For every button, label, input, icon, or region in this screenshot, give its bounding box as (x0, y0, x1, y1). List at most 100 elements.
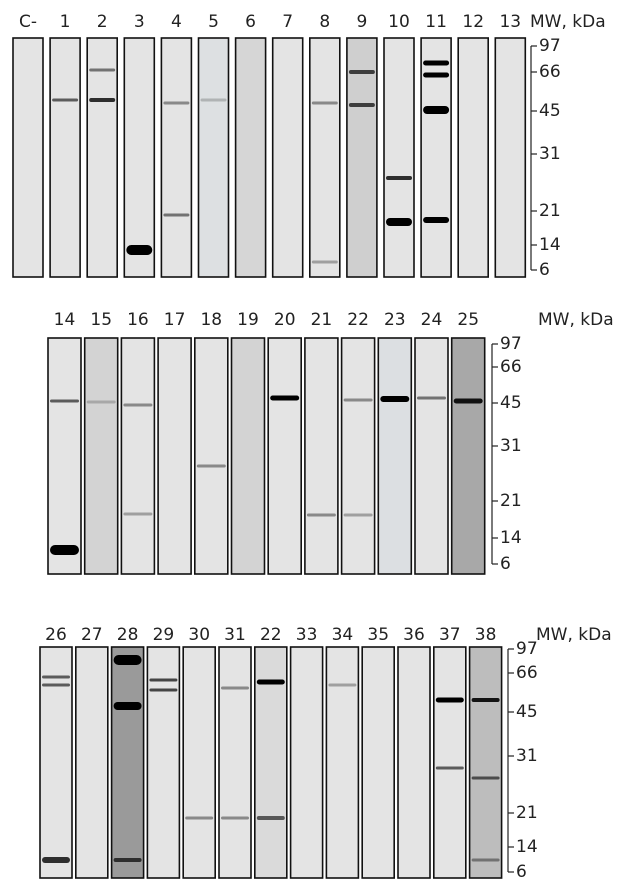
band (52, 98, 79, 102)
marker-label: 14 (500, 528, 522, 548)
blot-lane (182, 646, 216, 879)
lane-label: 31 (224, 625, 246, 645)
band (348, 103, 375, 107)
marker-label: 66 (500, 357, 522, 377)
lane-label: 14 (54, 310, 76, 330)
lane-label: 20 (274, 310, 296, 330)
band (453, 398, 483, 404)
band (343, 398, 373, 402)
blot-lane (194, 337, 229, 575)
band (471, 776, 500, 780)
marker-label: 21 (516, 803, 538, 823)
lane-label: 33 (296, 625, 318, 645)
lane-label: 29 (153, 625, 175, 645)
blot-lane (47, 337, 82, 575)
band (435, 697, 464, 703)
lane-label: 19 (237, 310, 259, 330)
marker-label: 97 (539, 36, 561, 56)
lane-label: 22 (347, 310, 369, 330)
blot-lane (304, 337, 339, 575)
lane-label: 28 (117, 625, 139, 645)
marker-label: 66 (539, 62, 561, 82)
mw-title: MW, kDa (538, 310, 614, 330)
marker-label: 6 (539, 260, 550, 280)
band (89, 68, 116, 72)
lane-label: 23 (384, 310, 406, 330)
lane-label: 21 (311, 310, 333, 330)
band (149, 678, 178, 682)
lane-label: 8 (319, 12, 330, 32)
blot-lane (230, 337, 266, 575)
lane-label: 26 (45, 625, 67, 645)
band (423, 72, 450, 78)
lane-label: 6 (245, 12, 256, 32)
band (423, 60, 450, 66)
lane-label: 36 (403, 625, 425, 645)
lane-label: 25 (457, 310, 479, 330)
band (123, 403, 153, 407)
band (380, 396, 410, 402)
mw-title: MW, kDa (536, 625, 612, 645)
blot-lane (83, 337, 119, 575)
band (163, 213, 190, 217)
lane-label: 27 (81, 625, 103, 645)
blot-lane (75, 646, 109, 879)
lane-label: 24 (421, 310, 443, 330)
blot-lane (432, 646, 467, 879)
marker-label: 14 (516, 837, 538, 857)
band (42, 857, 70, 863)
band (149, 688, 178, 692)
marker-label: 97 (516, 639, 538, 659)
marker-label: 45 (500, 393, 522, 413)
marker-label: 31 (516, 746, 538, 766)
lane-label: 22 (260, 625, 282, 645)
band (86, 400, 116, 404)
band (50, 399, 79, 403)
band (311, 101, 338, 105)
blot-lane (157, 337, 192, 575)
band (417, 396, 446, 400)
marker-label: 31 (500, 436, 522, 456)
blot-lane (420, 37, 452, 278)
blot-lane (39, 646, 73, 879)
band (343, 513, 373, 517)
blot-lane (271, 37, 304, 278)
blot-lane (289, 646, 324, 879)
band (386, 176, 412, 180)
blot-lane (450, 337, 486, 575)
blot-lane (494, 37, 527, 278)
band (42, 675, 70, 679)
blot-lane (414, 337, 449, 575)
band (256, 816, 285, 820)
blot-lane (146, 646, 181, 879)
lane-label: 18 (200, 310, 222, 330)
blot-lane (197, 37, 230, 278)
marker-label: 31 (539, 144, 561, 164)
blot-lane (254, 646, 288, 879)
blot-lane (468, 646, 503, 879)
lane-label: 30 (188, 625, 210, 645)
marker-label: 66 (516, 663, 538, 683)
band (221, 686, 249, 690)
lane-label: 37 (439, 625, 461, 645)
band (423, 106, 450, 114)
band (196, 464, 226, 468)
band (200, 98, 227, 102)
lane-label: 38 (475, 625, 497, 645)
blot-lane (234, 37, 267, 278)
lane-label: 17 (164, 310, 186, 330)
lane-label: 34 (332, 625, 354, 645)
lane-label: 1 (60, 12, 71, 32)
band (311, 260, 338, 264)
blot-lane (49, 37, 81, 278)
marker-label: 21 (539, 201, 561, 221)
blot-lane (361, 646, 396, 879)
marker-label: 45 (516, 702, 538, 722)
band (113, 655, 142, 665)
blot-lane (346, 37, 378, 278)
lane-label: 15 (90, 310, 112, 330)
blot-lane (340, 337, 376, 575)
band (471, 858, 500, 862)
lane-label: 7 (282, 12, 293, 32)
